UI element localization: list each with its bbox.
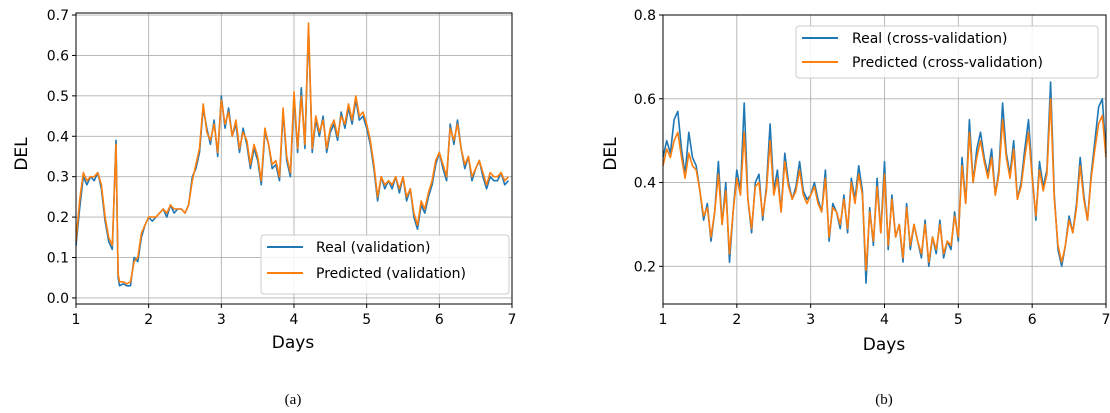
x-tick-label-b: 5 bbox=[954, 312, 963, 328]
y-tick-label-a: 0.0 bbox=[47, 291, 69, 307]
x-tick-label-a: 2 bbox=[144, 312, 153, 328]
series-line-a-predicted bbox=[75, 22, 509, 285]
x-tick-label-b: 2 bbox=[732, 312, 741, 328]
chart-panel-a: DEL Days (a) 1 2 3 4 5 6 7 0.0 0.1 0.2 0.3 0.4 0.5 0.… bbox=[12, 8, 516, 408]
caption-b: (b) bbox=[875, 392, 893, 408]
x-tick-label-a: 1 bbox=[72, 312, 81, 328]
x-tick-label-b: 6 bbox=[1028, 312, 1037, 328]
y-tick-label-a: 0.2 bbox=[47, 210, 69, 226]
legend-label-b-1: Predicted (cross-validation) bbox=[852, 55, 1043, 71]
x-tick-label-a: 5 bbox=[362, 312, 371, 328]
legend-label-a-0: Real (validation) bbox=[316, 240, 430, 256]
x-tick-label-a: 6 bbox=[435, 312, 444, 328]
x-tick-label-b: 7 bbox=[1102, 312, 1110, 328]
x-tick-label-b: 1 bbox=[659, 312, 668, 328]
y-tick-label-b: 0.6 bbox=[634, 92, 656, 108]
y-tick-label-b: 0.8 bbox=[634, 8, 656, 24]
x-tick-label-a: 3 bbox=[217, 312, 226, 328]
x-tick-label-b: 3 bbox=[806, 312, 815, 328]
chart-panel-b: DEL Days (b) 1 2 3 4 5 6 7 0.2 0.4 0.6 0.8 Real (cr… bbox=[601, 8, 1110, 408]
series-line-b-predicted bbox=[662, 98, 1107, 272]
y-tick-label-a: 0.7 bbox=[47, 8, 69, 24]
legend-box-b bbox=[795, 25, 1099, 79]
y-tick-label-a: 0.5 bbox=[47, 89, 69, 105]
x-tick-label-a: 4 bbox=[290, 312, 299, 328]
caption-a: (a) bbox=[285, 392, 302, 408]
legend-label-b-0: Real (cross-validation) bbox=[852, 31, 1007, 47]
legend-box-a bbox=[260, 234, 510, 295]
y-tick-label-a: 0.4 bbox=[47, 129, 69, 145]
legend-label-a-1: Predicted (validation) bbox=[316, 266, 466, 282]
y-tick-label-a: 0.6 bbox=[47, 48, 69, 64]
y-tick-label-b: 0.4 bbox=[634, 176, 656, 192]
y-tick-label-a: 0.3 bbox=[47, 170, 69, 186]
ylabel-b: DEL bbox=[601, 137, 621, 171]
x-tick-label-a: 7 bbox=[508, 312, 517, 328]
x-tick-label-b: 4 bbox=[880, 312, 889, 328]
ylabel-a: DEL bbox=[12, 137, 32, 171]
y-tick-label-a: 0.1 bbox=[47, 251, 69, 267]
xlabel-a: Days bbox=[272, 333, 315, 353]
y-tick-label-b: 0.2 bbox=[634, 259, 656, 275]
xlabel-b: Days bbox=[863, 335, 906, 355]
